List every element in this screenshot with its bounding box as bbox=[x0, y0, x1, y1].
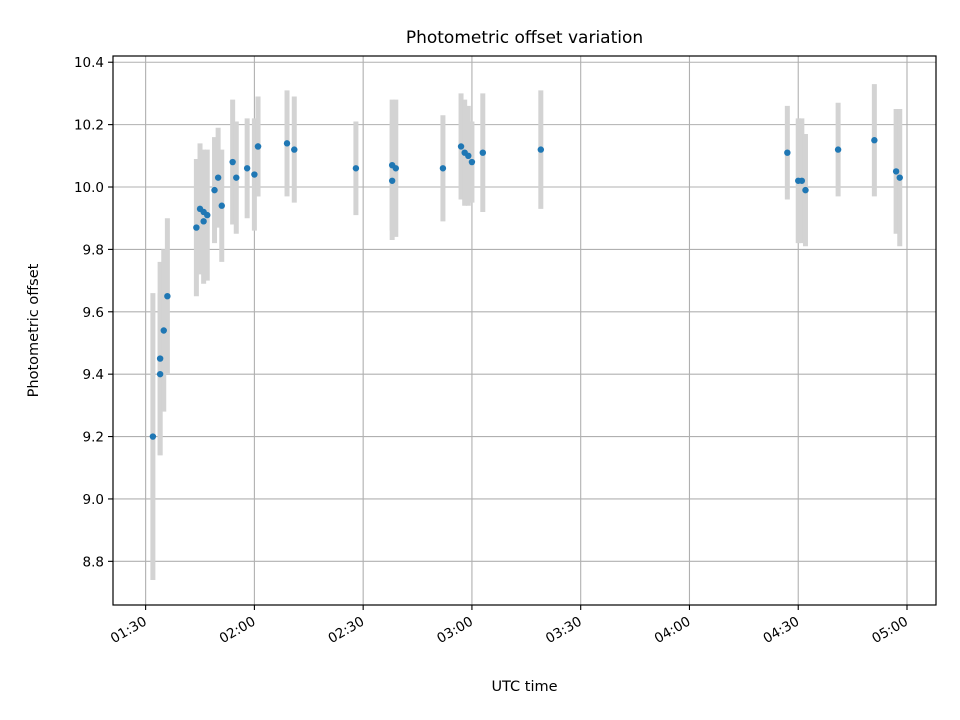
y-tick-label: 10.2 bbox=[74, 118, 104, 134]
data-point bbox=[160, 327, 167, 334]
data-point bbox=[283, 140, 291, 147]
data-point bbox=[211, 186, 218, 194]
data-point bbox=[871, 137, 878, 144]
data-point bbox=[200, 218, 207, 225]
data-point bbox=[896, 174, 903, 181]
data-point bbox=[243, 165, 251, 172]
data-point bbox=[392, 165, 399, 172]
data-point bbox=[156, 355, 164, 362]
data-point bbox=[479, 149, 487, 156]
data-point bbox=[798, 177, 806, 184]
y-tick-label: 9.0 bbox=[83, 492, 104, 508]
y-axis-label: Photometric offset bbox=[26, 263, 42, 397]
chart-title: Photometric offset variation bbox=[406, 28, 643, 48]
data-point bbox=[218, 202, 225, 209]
y-tick-label: 8.8 bbox=[83, 554, 104, 570]
data-point bbox=[457, 143, 465, 150]
y-tick-label: 9.4 bbox=[83, 367, 104, 383]
y-tick-label: 10.0 bbox=[74, 180, 104, 196]
data-point bbox=[537, 146, 545, 153]
data-point bbox=[229, 158, 236, 166]
plot-frame bbox=[112, 55, 937, 606]
grid-layer bbox=[113, 56, 936, 605]
data-point bbox=[352, 165, 360, 172]
data-point bbox=[251, 171, 258, 178]
data-point bbox=[834, 146, 842, 153]
y-tick-label: 10.4 bbox=[74, 55, 104, 71]
data-point bbox=[892, 168, 900, 175]
data-point bbox=[233, 174, 240, 181]
y-tick-label: 9.2 bbox=[83, 430, 104, 446]
x-axis-label: UTC time bbox=[491, 679, 557, 695]
data-point bbox=[214, 174, 222, 181]
data-point bbox=[149, 433, 157, 440]
data-point bbox=[254, 143, 262, 150]
data-point bbox=[388, 177, 396, 184]
data-point bbox=[465, 152, 472, 160]
data-point bbox=[784, 149, 791, 156]
data-point bbox=[164, 292, 171, 300]
y-tick-label: 9.6 bbox=[83, 305, 104, 321]
data-point bbox=[439, 165, 447, 172]
data-point bbox=[802, 186, 809, 194]
data-point bbox=[193, 224, 200, 231]
point-layer bbox=[149, 137, 903, 440]
y-tick-label: 9.8 bbox=[83, 242, 104, 258]
data-point bbox=[156, 370, 164, 378]
data-point bbox=[468, 158, 476, 166]
data-point bbox=[204, 211, 211, 219]
data-point bbox=[291, 146, 298, 153]
